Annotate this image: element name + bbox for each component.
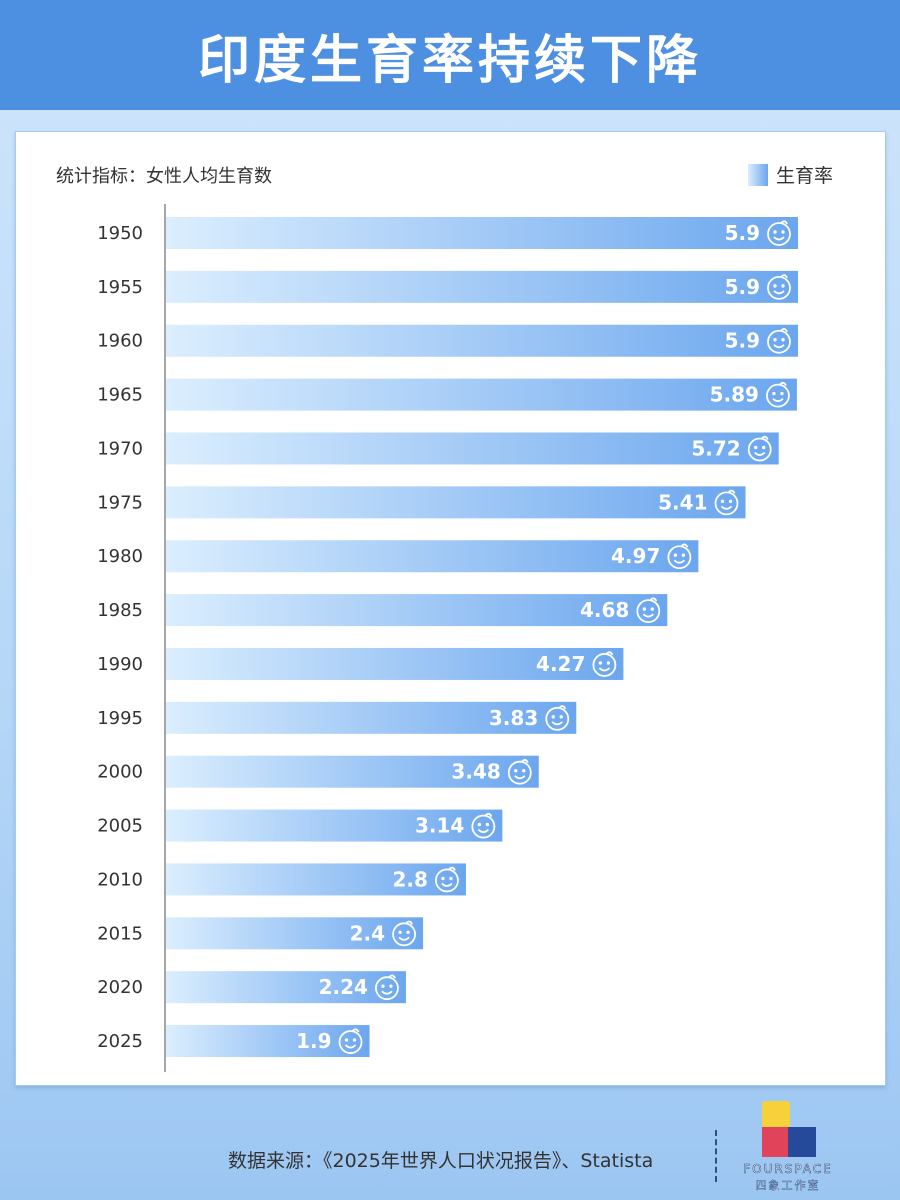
category-label: 1955 bbox=[97, 277, 143, 298]
fourspace-logo: FOURSPACE 四象工作室 bbox=[726, 1095, 856, 1195]
bar bbox=[166, 270, 798, 303]
bar bbox=[166, 540, 699, 573]
svg-text:FOURSPACE: FOURSPACE bbox=[743, 1162, 833, 1176]
bar bbox=[166, 755, 539, 788]
baby-face-icon bbox=[767, 220, 791, 246]
baby-face-icon bbox=[714, 489, 739, 516]
baby-face-icon bbox=[338, 1028, 363, 1054]
baby-face-icon bbox=[747, 435, 772, 462]
data-label: 1.9 bbox=[296, 1029, 331, 1053]
baby-face-icon bbox=[667, 543, 692, 570]
data-label: 2.24 bbox=[319, 975, 368, 999]
category-label: 2015 bbox=[97, 923, 143, 944]
baby-face-icon bbox=[767, 274, 791, 300]
bar bbox=[166, 971, 406, 1004]
data-label: 2.8 bbox=[392, 867, 427, 891]
bar bbox=[166, 809, 503, 842]
data-label: 5.9 bbox=[725, 221, 760, 245]
data-label: 5.41 bbox=[658, 490, 707, 514]
data-label: 4.68 bbox=[580, 598, 629, 622]
baby-face-icon bbox=[545, 705, 570, 731]
baby-face-icon bbox=[471, 812, 496, 839]
baby-face-icon bbox=[375, 974, 399, 1001]
category-label: 1975 bbox=[97, 492, 143, 513]
chart-card: 统计指标：女性人均生育数 生育率 1950 5.9 1955 5.9 1960 5.9 19… bbox=[15, 131, 886, 1086]
bar bbox=[166, 378, 797, 411]
category-label: 1990 bbox=[97, 654, 143, 675]
data-label: 5.72 bbox=[691, 436, 740, 460]
bar-chart: 1950 5.9 1955 5.9 1960 5.9 1965 5.89 1970 5.72 197… bbox=[97, 204, 798, 1072]
data-label: 4.97 bbox=[611, 544, 660, 568]
baby-face-icon bbox=[767, 328, 791, 354]
baby-face-icon bbox=[507, 759, 532, 785]
data-label: 2.4 bbox=[350, 921, 385, 945]
bar bbox=[166, 917, 424, 950]
legend-label: 生育率 bbox=[775, 165, 833, 187]
bar bbox=[166, 486, 746, 519]
data-label: 5.9 bbox=[725, 275, 760, 299]
category-label: 1970 bbox=[97, 438, 143, 459]
bar bbox=[166, 432, 779, 465]
bar bbox=[166, 647, 624, 680]
bar bbox=[166, 1025, 370, 1058]
bar bbox=[166, 594, 668, 627]
category-label: 2005 bbox=[97, 816, 143, 837]
category-label: 2020 bbox=[97, 977, 143, 998]
chart-subtitle: 统计指标：女性人均生育数 bbox=[56, 166, 272, 187]
data-label: 5.89 bbox=[710, 383, 759, 407]
data-label: 3.48 bbox=[451, 760, 500, 784]
page-title: 印度生育率持续下降 bbox=[197, 30, 702, 91]
bar bbox=[166, 324, 798, 357]
baby-face-icon bbox=[435, 866, 459, 893]
data-label: 4.27 bbox=[536, 652, 585, 676]
data-label: 5.9 bbox=[725, 329, 760, 353]
legend: 生育率 bbox=[747, 161, 833, 188]
svg-text:四象工作室: 四象工作室 bbox=[756, 1178, 821, 1192]
baby-face-icon bbox=[392, 920, 416, 947]
divider bbox=[715, 1130, 717, 1182]
data-label: 3.14 bbox=[415, 814, 464, 838]
bar bbox=[166, 863, 466, 896]
category-label: 1965 bbox=[97, 385, 143, 406]
category-label: 2010 bbox=[97, 869, 143, 890]
baby-face-icon bbox=[766, 381, 790, 408]
bar bbox=[166, 701, 577, 734]
data-source: 数据来源：《2025年世界人口状况报告》、Statista bbox=[228, 1150, 654, 1172]
category-label: 1995 bbox=[97, 708, 143, 729]
category-label: 2000 bbox=[97, 762, 143, 783]
category-label: 1950 bbox=[97, 223, 143, 244]
data-label: 3.83 bbox=[489, 706, 538, 730]
legend-swatch bbox=[747, 163, 768, 186]
category-label: 1980 bbox=[97, 546, 143, 567]
baby-face-icon bbox=[636, 597, 661, 623]
category-label: 1985 bbox=[97, 600, 143, 621]
header: 印度生育率持续下降 bbox=[0, 0, 900, 110]
category-label: 1960 bbox=[97, 331, 143, 352]
category-label: 2025 bbox=[97, 1031, 143, 1052]
baby-face-icon bbox=[592, 651, 617, 677]
bar bbox=[166, 217, 798, 249]
